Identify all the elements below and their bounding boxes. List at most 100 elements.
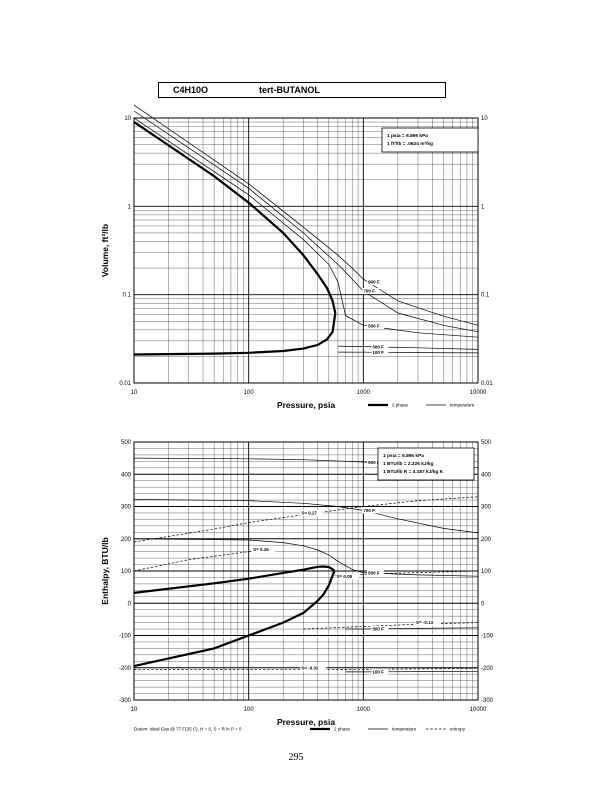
y-tick-label-left: -100 — [119, 634, 132, 640]
series-label-bg — [335, 573, 359, 580]
legend-label: temperature — [392, 727, 417, 732]
series-300-f — [345, 627, 479, 630]
y-tick-label-right: -100 — [481, 634, 494, 640]
x-tick-label: 10000 — [470, 707, 487, 713]
y-tick-label-right: 300 — [481, 505, 492, 511]
series-label: 100 F — [372, 350, 384, 355]
y-tick-label-left: -200 — [119, 666, 132, 672]
y-tick-label-left: 0.01 — [119, 381, 131, 387]
y-tick-label-left: 0 — [128, 601, 132, 607]
conversion-text: 1 psia = 6.895 kPa — [387, 133, 428, 139]
series-label-bg — [371, 349, 389, 356]
y-tick-label-left: 100 — [121, 569, 132, 575]
y-tick-label-left: 200 — [121, 537, 132, 543]
y-tick-label-right: 0.1 — [481, 293, 490, 299]
series-label: S= 0.27 — [301, 511, 317, 516]
two-phase-curve-1 — [133, 312, 337, 356]
series-label-bg — [367, 459, 385, 466]
series-label-bg — [367, 569, 385, 576]
y-tick-label-right: 200 — [481, 537, 492, 543]
series-s-0-13 — [303, 622, 479, 630]
conversion-text: 1 BTU/lb R = 4.187 kJ/kg K — [383, 469, 444, 475]
series-label-bg — [300, 510, 324, 517]
grid-lines — [134, 442, 478, 700]
series-label-bg — [300, 665, 327, 672]
x-axis-label: Pressure, psia — [277, 400, 335, 410]
compound-header: C4H10O tert-BUTANOL — [158, 82, 446, 98]
series-label-bg — [362, 507, 380, 514]
series-900-f — [133, 104, 479, 326]
x-tick-label: 1000 — [357, 707, 371, 713]
page-number: 295 — [288, 752, 304, 763]
series-label: 900 F — [368, 280, 380, 285]
series-label: 100 F — [372, 669, 384, 674]
series-label: 500 F — [368, 570, 380, 575]
series-300-f — [337, 345, 479, 350]
grid-lines — [134, 118, 478, 383]
series-500-f — [133, 117, 479, 338]
x-tick-label: 10 — [131, 390, 138, 396]
y-tick-label-right: 100 — [481, 569, 492, 575]
y-tick-label-left: 10 — [124, 116, 131, 122]
y-tick-label-right: -200 — [481, 666, 494, 672]
y-tick-label-left: 500 — [121, 440, 132, 446]
x-tick-label: 1000 — [357, 390, 371, 396]
y-axis-label: Volume, ft³/lb — [100, 224, 110, 277]
datum-footnote: Datum: Ideal Gas @ 77 F(25 C), H = 0, S … — [134, 727, 242, 732]
series-label: S= -0.13 — [416, 620, 434, 625]
conversion-text: 1 psia = 6.895 kPa — [383, 453, 424, 459]
two-phase-curve-0 — [133, 565, 336, 594]
y-tick-label-right: 500 — [481, 440, 492, 446]
series-700-f — [133, 499, 479, 534]
conversion-text: 1 ft³/lb = .0624 m³/kg — [387, 141, 433, 147]
y-tick-label-right: 10 — [481, 116, 488, 122]
y-tick-label-right: 0 — [481, 601, 485, 607]
series-label: S= -0.32 — [301, 666, 319, 671]
series-100-f — [345, 670, 479, 673]
compound-formula: C4H10O — [173, 85, 209, 95]
x-tick-label: 100 — [244, 707, 255, 713]
series-label: 700 F — [363, 289, 375, 294]
conversion-box — [377, 447, 475, 481]
chart-2: 10 100 1000 10000 -300 -300 -200 -200 -100 -100 0 0… — [100, 440, 494, 732]
series-label-bg — [371, 343, 389, 350]
y-tick-label-left: -300 — [119, 698, 132, 704]
x-tick-label: 10000 — [470, 390, 487, 396]
series-label-bg — [371, 668, 389, 675]
y-axis-label: Enthalpy, BTU/lb — [100, 537, 110, 604]
y-tick-label-left: 1 — [128, 204, 132, 210]
series-label: S= 0.16 — [253, 547, 269, 552]
series-label: S= 0.05 — [336, 574, 352, 579]
y-tick-label-right: 400 — [481, 472, 492, 478]
series-label: 900 F — [368, 460, 380, 465]
two-phase-curve-0 — [133, 121, 337, 314]
x-tick-label: 100 — [244, 390, 255, 396]
y-tick-label-right: 1 — [481, 204, 485, 210]
compound-name: tert-BUTANOL — [259, 85, 320, 95]
legend-label: 2 phase — [392, 403, 409, 408]
series-label-bg — [415, 619, 442, 626]
conversion-text: 1 BTU/lb = 2.326 kJ/kg — [383, 461, 434, 467]
series-label-bg — [367, 322, 385, 329]
x-axis-label: Pressure, psia — [277, 717, 335, 727]
two-phase-curve-1 — [133, 570, 336, 668]
chart-1: 10 100 1000 10000 0.01 0.01 0.1 0.1 1 1 10 10 Pressu… — [100, 104, 493, 410]
plot-frame — [133, 117, 479, 384]
y-tick-label-right: 0.01 — [481, 381, 493, 387]
legend-label: entropy — [450, 727, 466, 732]
series-label-bg — [362, 288, 380, 295]
series-label-bg — [252, 546, 276, 553]
series-label: 500 F — [368, 323, 380, 328]
legend-label: 2 phase — [334, 727, 351, 732]
series-label-bg — [367, 279, 385, 286]
x-tick-label: 10 — [131, 707, 138, 713]
series-label: 300 F — [372, 626, 384, 631]
series-700-f — [133, 110, 479, 333]
conversion-box — [381, 127, 479, 153]
series-100-f — [337, 351, 479, 354]
y-tick-label-left: 0.1 — [123, 293, 132, 299]
series-label: 700 F — [363, 508, 375, 513]
series-label: 300 F — [372, 344, 384, 349]
legend-label: temperature — [450, 403, 475, 408]
